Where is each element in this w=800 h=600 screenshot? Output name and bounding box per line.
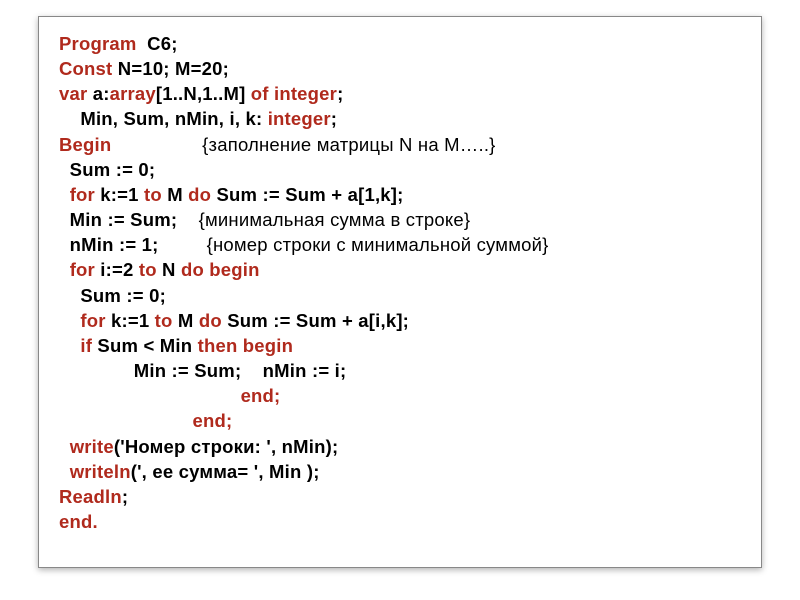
txt: ; [331,108,337,129]
txt: ('Номер строки: ', nMin); [114,436,338,457]
kw-do: do [188,184,211,205]
txt: Min := Sum; [59,209,199,230]
kw-to: to [139,259,157,280]
kw-program: Program [59,33,136,54]
kw-for: for [80,310,105,331]
txt: N=10; M=20; [112,58,229,79]
txt: k:=1 [95,184,144,205]
txt: k:=1 [106,310,155,331]
txt: (', ее сумма= ', Min ); [131,461,320,482]
txt: Sum := Sum + a[1,k]; [211,184,403,205]
comment-fill: {заполнение матрицы N на M…..} [202,134,495,155]
txt: [1..N,1..M] [156,83,251,104]
txt: N [157,259,181,280]
kw-if: if [80,335,92,356]
code-container: Program C6; Const N=10; M=20; var a:arra… [38,16,762,568]
kw-for: for [70,184,95,205]
kw-begin: Begin [59,134,111,155]
sp [59,385,241,406]
kw-to: to [155,310,173,331]
kw-write: write [70,436,114,457]
txt: ; [337,83,343,104]
txt: Min, Sum, nMin, i, k: [59,108,268,129]
txt: M [162,184,188,205]
sp [111,134,202,155]
kw-array: array [110,83,156,104]
sp [59,461,70,482]
txt: Sum := Sum + a[i,k]; [222,310,409,331]
kw-readln: Readln [59,486,122,507]
txt: i:=2 [95,259,139,280]
txt: Sum := 0; [59,285,166,306]
txt: Sum < Min [92,335,198,356]
kw-then-begin: then begin [198,335,294,356]
sp [59,410,193,431]
txt: nMin := 1; [59,234,207,255]
comment-nmin: {номер строки с минимальной суммой} [207,234,549,255]
kw-writeln: writeln [70,461,131,482]
code-block: Program C6; Const N=10; M=20; var a:arra… [59,31,741,534]
sp [59,335,80,356]
sp [59,436,70,457]
sp [59,310,80,331]
kw-end-dot: end. [59,511,98,532]
slide: Program C6; Const N=10; M=20; var a:arra… [0,0,800,600]
txt: Min := Sum; nMin := i; [59,360,346,381]
kw-to: to [144,184,162,205]
kw-of-integer: of integer [251,83,337,104]
txt: Sum := 0; [59,159,155,180]
kw-end: end; [193,410,233,431]
txt: C6; [136,33,177,54]
kw-var: var [59,83,87,104]
kw-do-begin: do begin [181,259,260,280]
txt: M [173,310,199,331]
kw-end: end; [241,385,281,406]
kw-do: do [199,310,222,331]
sp [59,184,70,205]
kw-const: Const [59,58,112,79]
kw-for: for [70,259,95,280]
sp [59,259,70,280]
comment-min: {минимальная сумма в строке} [199,209,471,230]
kw-integer: integer [268,108,331,129]
txt: a: [87,83,109,104]
txt: ; [122,486,128,507]
